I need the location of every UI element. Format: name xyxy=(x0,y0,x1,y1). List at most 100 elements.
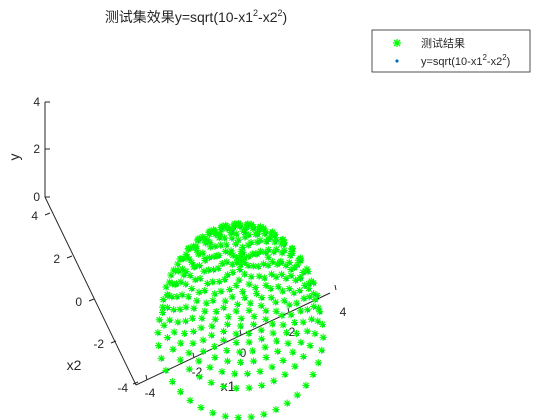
legend-func-exp1: 2 xyxy=(482,53,487,62)
test-result-point xyxy=(245,252,253,261)
test-result-point xyxy=(258,381,266,390)
test-result-point xyxy=(228,293,236,301)
test-result-point-stroke xyxy=(206,254,213,261)
test-result-point-stroke xyxy=(182,304,189,311)
test-result-point xyxy=(273,260,281,268)
test-result-point xyxy=(196,274,204,283)
test-result-point-stroke xyxy=(316,308,323,315)
test-result-point xyxy=(188,314,196,322)
test-result-point-stroke xyxy=(277,258,284,265)
test-result-point-stroke xyxy=(233,385,240,392)
test-result-point-stroke xyxy=(170,306,177,313)
test-result-point xyxy=(223,346,231,355)
test-result-point xyxy=(258,294,266,302)
test-result-point xyxy=(260,274,268,282)
test-result-point xyxy=(287,265,295,274)
test-result-point xyxy=(163,303,171,312)
legend: 测试结果 y=sqrt(10-x12-x22) xyxy=(371,29,531,73)
legend-func-end: ) xyxy=(507,56,511,68)
test-result-point xyxy=(224,271,232,279)
test-result-point xyxy=(181,317,190,325)
x2-tick-mark xyxy=(132,381,139,385)
test-result-point-stroke xyxy=(253,290,260,297)
test-result-point-stroke xyxy=(167,272,174,279)
test-result-point-stroke xyxy=(222,298,229,305)
test-result-point xyxy=(215,234,223,242)
legend-box xyxy=(371,29,531,73)
test-result-point-stroke xyxy=(237,359,244,366)
test-result-point xyxy=(257,335,266,343)
test-result-point xyxy=(223,258,231,266)
x1-tick-mark xyxy=(239,329,242,336)
legend-func-mid: -x2 xyxy=(487,56,502,68)
test-result-point xyxy=(239,227,248,235)
test-result-point-stroke xyxy=(187,397,194,404)
test-result-point-stroke xyxy=(268,294,275,301)
test-result-point xyxy=(292,329,301,338)
test-result-point xyxy=(189,339,197,347)
test-result-point-stroke xyxy=(223,225,230,232)
test-result-point xyxy=(197,403,205,412)
test-result-point-stroke xyxy=(258,335,265,342)
test-result-point-stroke xyxy=(293,300,300,307)
test-result-point-stroke xyxy=(270,248,277,255)
test-result-point-stroke xyxy=(315,359,322,366)
test-result-point xyxy=(278,311,286,319)
test-result-point-stroke xyxy=(319,321,326,328)
test-result-point xyxy=(318,320,327,328)
test-result-point xyxy=(206,363,214,371)
test-result-point xyxy=(220,234,229,242)
test-result-point xyxy=(294,256,303,264)
test-result-point-stroke xyxy=(279,288,286,294)
chart-title-func: y=sqrt(10-x1 xyxy=(175,9,253,25)
test-result-point-stroke xyxy=(198,315,205,322)
x2-tick-label: 2 xyxy=(53,252,60,266)
test-result-point xyxy=(267,284,275,293)
test-result-point-stroke xyxy=(224,358,231,365)
test-result-point-stroke xyxy=(249,251,256,258)
test-result-point-stroke xyxy=(245,330,252,337)
chart-title: 测试集效果y=sqrt(10-x12-x22) xyxy=(105,8,287,25)
test-result-point-stroke xyxy=(236,223,243,230)
test-result-point-stroke xyxy=(229,252,236,259)
test-result-point xyxy=(310,302,318,311)
test-result-point xyxy=(241,294,249,302)
test-result-point xyxy=(314,317,322,325)
x2-tick-mark xyxy=(66,255,73,259)
test-result-point xyxy=(219,382,228,391)
test-result-point xyxy=(195,262,204,270)
test-result-point xyxy=(305,293,313,301)
test-result-point xyxy=(270,248,278,256)
test-result-point-stroke xyxy=(315,305,322,312)
test-result-point-stroke xyxy=(274,348,281,355)
test-result-point-stroke xyxy=(209,297,216,304)
test-result-point xyxy=(247,273,255,281)
test-result-point xyxy=(195,357,203,365)
test-result-point-stroke xyxy=(244,370,251,377)
test-result-point xyxy=(255,272,263,280)
test-result-point xyxy=(210,342,219,351)
chart-title-exp2: 2 xyxy=(277,8,282,18)
test-result-point-stroke xyxy=(160,296,167,303)
test-result-point xyxy=(246,299,254,307)
chart-title-mid: -x2 xyxy=(258,9,278,25)
test-result-point xyxy=(245,338,253,346)
test-result-point-stroke xyxy=(201,308,208,315)
test-result-point xyxy=(190,304,198,312)
test-result-point-stroke xyxy=(299,269,306,276)
test-result-point-stroke xyxy=(236,349,243,356)
test-result-point-stroke xyxy=(294,392,301,399)
test-result-point-stroke xyxy=(265,254,272,261)
test-result-point xyxy=(261,248,269,256)
test-result-point-stroke xyxy=(270,377,277,384)
test-result-point-stroke xyxy=(288,272,294,279)
test-result-point xyxy=(285,301,293,309)
test-result-point xyxy=(226,285,234,294)
test-result-point xyxy=(281,370,289,379)
test-result-point-stroke xyxy=(189,340,196,347)
test-result-point xyxy=(293,299,301,307)
test-result-point-stroke xyxy=(164,334,171,341)
test-result-point xyxy=(245,231,253,239)
test-result-point xyxy=(178,291,186,299)
test-result-point xyxy=(206,243,214,251)
